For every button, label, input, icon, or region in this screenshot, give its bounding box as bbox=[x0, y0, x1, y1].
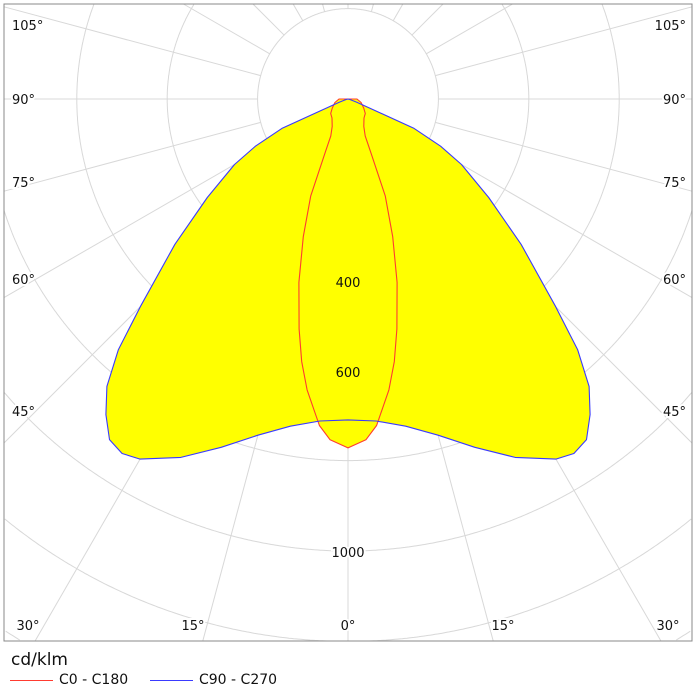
series-line-C90-C270 bbox=[105, 98, 591, 460]
angle-labels-bottom: 30° 15° 0° 15° 30° bbox=[14, 617, 681, 636]
grid-ring-1400 bbox=[5, 630, 691, 641]
curves bbox=[105, 98, 591, 460]
grid-spoke bbox=[426, 3, 513, 55]
grid-spoke bbox=[435, 6, 693, 77]
angle-label: 75° bbox=[12, 176, 35, 191]
grid-spoke bbox=[3, 143, 270, 299]
angle-label: 30° bbox=[16, 619, 39, 634]
angle-label: 90° bbox=[663, 93, 686, 108]
angle-label: 75° bbox=[663, 176, 686, 191]
legend-label: C90 - C270 bbox=[199, 672, 278, 688]
legend-label: C0 - C180 bbox=[59, 672, 129, 688]
radial-tick-400: 400 bbox=[336, 276, 361, 291]
angle-label: 60° bbox=[663, 273, 686, 288]
grid-spoke bbox=[3, 121, 261, 192]
grid-spoke bbox=[292, 3, 304, 21]
grid-spoke bbox=[435, 121, 693, 192]
angle-labels-right: 105° 90° 75° 60° 45° bbox=[653, 17, 688, 422]
angle-label: 60° bbox=[12, 273, 35, 288]
angle-labels-left: 105° 90° 75° 60° 45° bbox=[10, 17, 45, 422]
legend-swatch-blue bbox=[150, 679, 193, 681]
unit-label: cd/klm bbox=[11, 650, 68, 670]
angle-label: 105° bbox=[12, 19, 43, 34]
grid-spoke bbox=[392, 3, 404, 21]
grid-spoke bbox=[370, 3, 374, 12]
radial-tick-600: 600 bbox=[336, 366, 361, 381]
grid-spoke bbox=[252, 3, 285, 36]
radial-tick-labels: 400 600 1000 bbox=[329, 276, 366, 563]
angle-label: 105° bbox=[655, 19, 686, 34]
angle-label: 45° bbox=[663, 405, 686, 420]
angle-label: 30° bbox=[656, 619, 679, 634]
grid-spoke bbox=[3, 6, 261, 77]
series-line-C0-C180 bbox=[298, 98, 398, 449]
radial-tick-1000: 1000 bbox=[331, 546, 364, 561]
series-fill-1 bbox=[105, 99, 591, 460]
plot-frame bbox=[3, 3, 693, 642]
angle-label: 15° bbox=[181, 619, 204, 634]
legend-swatch-red bbox=[10, 679, 53, 681]
legend-item-c90: C90 - C270 bbox=[150, 672, 277, 688]
legend: cd/klm C0 - C180 C90 - C270 bbox=[0, 648, 697, 700]
grid-ring-1000 bbox=[3, 392, 693, 552]
polar-intensity-chart: 400 600 1000 105° 90° 75° 60° 45° 105° 9… bbox=[3, 3, 693, 642]
grid-spoke bbox=[426, 143, 693, 299]
angle-label: 90° bbox=[12, 93, 35, 108]
grid-spoke bbox=[411, 3, 444, 36]
angle-label: 0° bbox=[341, 619, 356, 634]
grid-spoke bbox=[322, 3, 326, 12]
angle-label: 15° bbox=[491, 619, 514, 634]
grid-ring-1200 bbox=[4, 518, 692, 642]
grid-spoke bbox=[183, 3, 270, 55]
legend-item-c0: C0 - C180 bbox=[10, 672, 128, 688]
angle-label: 45° bbox=[12, 405, 35, 420]
